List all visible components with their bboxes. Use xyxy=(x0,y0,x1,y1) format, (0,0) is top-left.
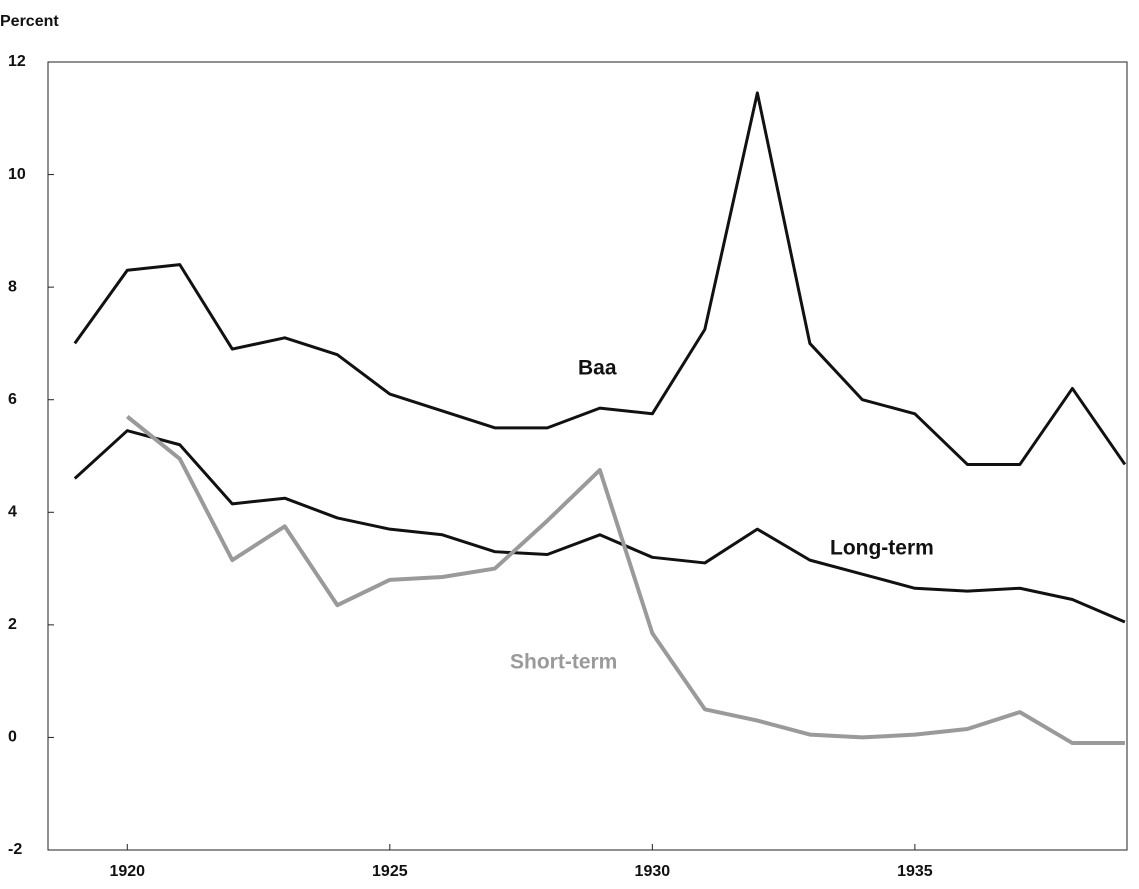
series-label: Short-term xyxy=(510,651,617,674)
series-line xyxy=(126,415,1125,746)
x-tick-label: 1935 xyxy=(897,863,933,880)
y-tick-label: 12 xyxy=(8,53,26,70)
y-tick-label: 10 xyxy=(8,166,26,183)
y-tick-label: -2 xyxy=(8,841,22,858)
series-label: Long-term xyxy=(830,537,934,560)
x-tick-label: 1930 xyxy=(635,863,671,880)
series-label: Baa xyxy=(578,357,617,380)
y-axis-label: Percent xyxy=(0,13,59,30)
series-line xyxy=(73,91,1127,466)
y-tick-label: 0 xyxy=(8,729,17,746)
y-tick-label: 8 xyxy=(8,278,17,295)
y-tick-label: 2 xyxy=(8,616,17,633)
x-tick-label: 1920 xyxy=(109,863,145,880)
y-tick-label: 4 xyxy=(8,504,17,521)
y-tick-label: 6 xyxy=(8,391,17,408)
series-line xyxy=(73,429,1126,624)
x-tick-label: 1925 xyxy=(372,863,408,880)
plot-frame xyxy=(47,61,1128,851)
